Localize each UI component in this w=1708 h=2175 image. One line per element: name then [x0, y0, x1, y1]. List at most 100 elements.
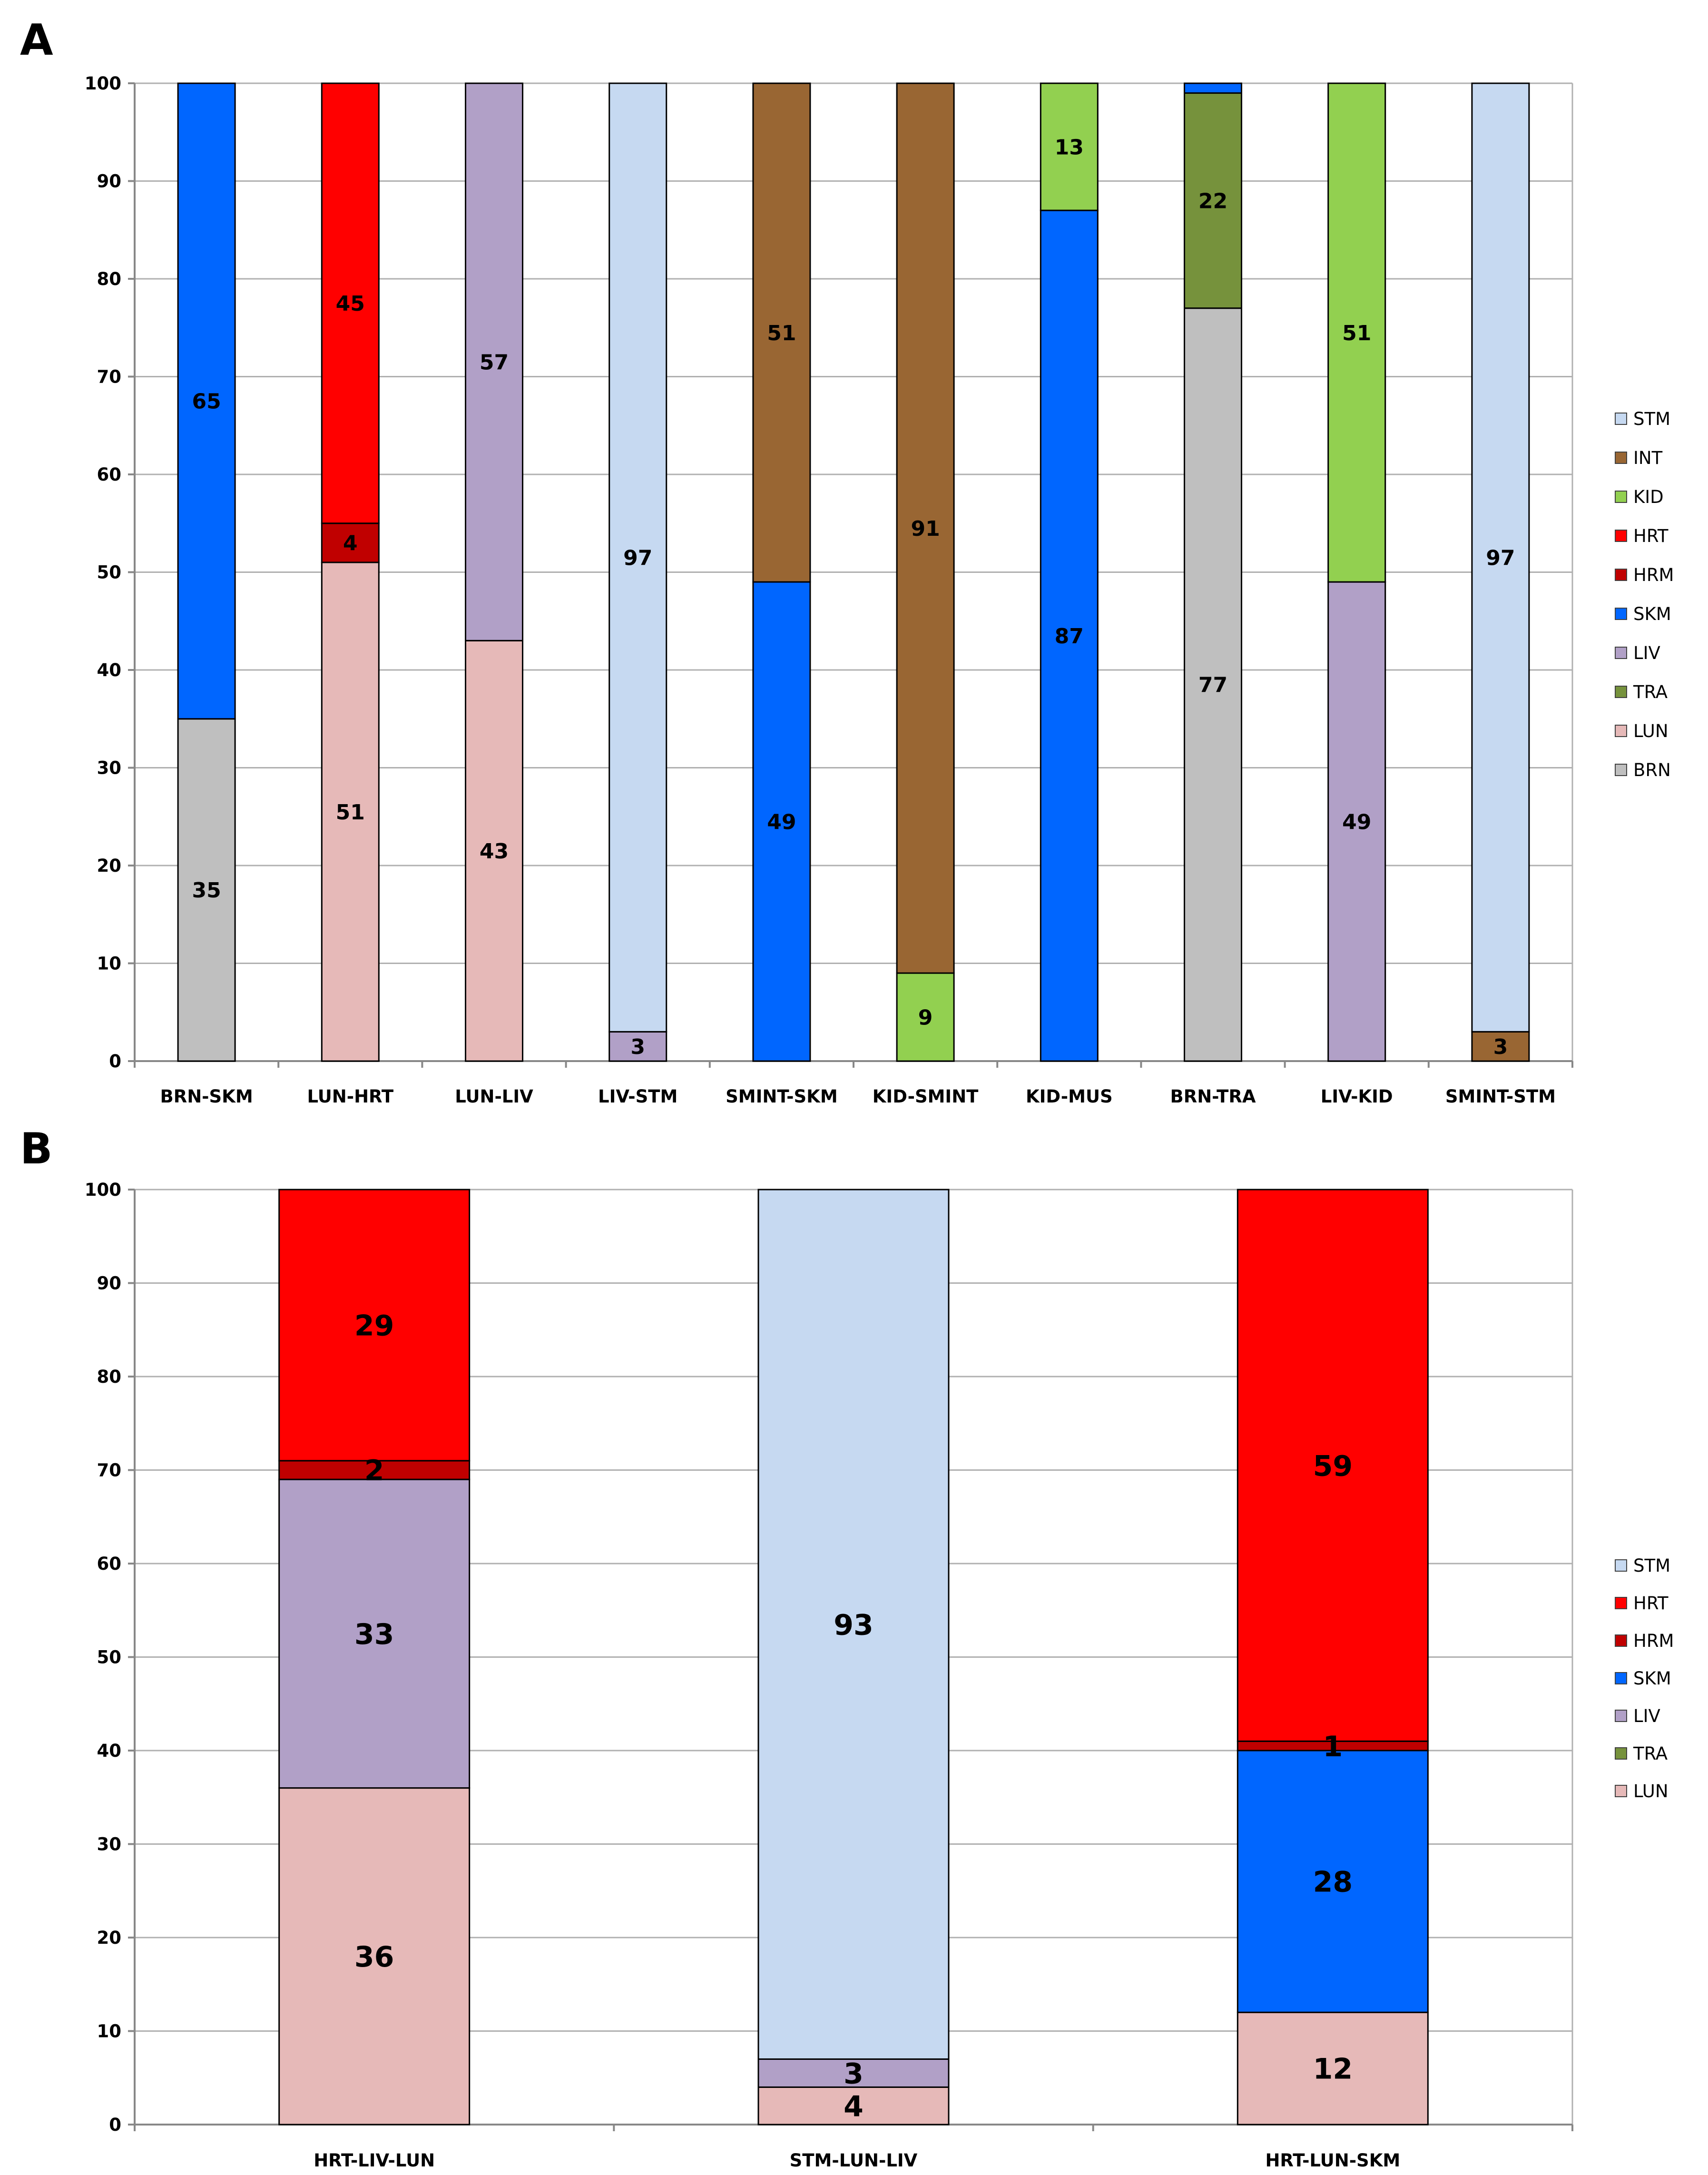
panel-b-x-tick-label-stm-lun-liv: STM-LUN-LIV [790, 2150, 918, 2171]
panel-b-bar-hrt-liv-lun-data-label-liv: 33 [354, 1618, 394, 1651]
panel-a-legend-label-brn: BRN [1633, 760, 1671, 780]
panel-a-bar-liv-kid: 49 51 [1327, 82, 1386, 1062]
panel-a-x-tick-label-smint-stm: SMINT-STM [1445, 1086, 1556, 1107]
panel-a-bar-lun-hrt-data-label-hrm: 4 [343, 531, 358, 556]
panel-a-legend-label-stm: STM [1633, 409, 1670, 429]
panel-b-y-tick-label-70: 70 [97, 1460, 122, 1481]
panel-a-x-tick-label-brn-skm: BRN-SKM [160, 1086, 253, 1107]
panel-b-legend-label-hrm: HRM [1633, 1631, 1674, 1651]
panel-a-bar-kid-smint-data-label-kid: 9 [918, 1005, 933, 1030]
panel-a-legend-label-hrt: HRT [1633, 526, 1669, 546]
panel-a-bar-smint-skm-data-label-int: 51 [767, 321, 796, 345]
panel-a-bar-brn-tra-segment-tra [1184, 92, 1242, 309]
panel-letter-a: A [20, 15, 53, 65]
panel-a-bar-smint-skm-segment-skm [752, 581, 811, 1062]
panel-a-legend-swatch-liv [1615, 647, 1627, 659]
panel-b-legend-label-tra: TRA [1633, 1743, 1668, 1764]
panel-a-bar-liv-kid-segment-kid [1327, 82, 1386, 583]
panel-a-bar-liv-kid-data-label-liv: 49 [1342, 810, 1371, 834]
panel-a-bar-brn-tra-segment-skm [1184, 82, 1242, 94]
panel-b-x-tick-label-hrt-lun-skm: HRT-LUN-SKM [1265, 2150, 1400, 2171]
panel-a-bar-lun-liv-segment-liv [465, 82, 523, 641]
panel-a-legend-swatch-brn [1615, 764, 1627, 776]
panel-a-bar-smint-stm-data-label-stm: 97 [1486, 546, 1515, 571]
panel-a-x-tick-label-smint-skm: SMINT-SKM [726, 1086, 838, 1107]
panel-a-y-tick-label-100: 100 [85, 73, 121, 94]
panel-a-bar-smint-skm-data-label-skm: 49 [767, 810, 796, 834]
panel-b-bar-hrt-lun-skm-data-label-skm: 28 [1313, 1866, 1353, 1899]
panel-b-legend-swatch-liv [1615, 1710, 1627, 1722]
panel-b-bar-stm-lun-liv-segment-stm [757, 1189, 950, 2060]
panel-a-bar-lun-hrt-data-label-lun: 51 [336, 800, 365, 825]
panel-a-bar-smint-stm-segment-stm [1471, 82, 1530, 1033]
panel-b-bar-stm-lun-liv: 43 93 [757, 1189, 950, 2126]
panel-a-x-tick-label-kid-smint: KID-SMINT [873, 1086, 979, 1107]
panel-a-y-tick-label-10: 10 [97, 954, 122, 974]
panel-a-y-tick-label-90: 90 [97, 171, 122, 192]
panel-b-y-tick-label-30: 30 [97, 1834, 122, 1855]
panel-a-y-tick-label-60: 60 [97, 464, 122, 485]
panel-b-legend-swatch-hrm [1615, 1634, 1627, 1647]
panel-a-legend-swatch-stm [1615, 413, 1627, 425]
panel-a-bar-kid-smint-segment-int [896, 82, 955, 974]
panel-b-bar-hrt-lun-skm-segment-hrt [1237, 1189, 1429, 1742]
panel-b-bar-hrt-lun-skm: 12 28 1 59 [1237, 1189, 1429, 2126]
panel-b-bar-hrt-liv-lun-data-label-hrm: 2 [364, 1454, 384, 1487]
panel-a-x-tick-label-lun-liv: LUN-LIV [455, 1086, 533, 1107]
panel-b-bar-stm-lun-liv-data-label-lun: 4 [844, 2090, 864, 2123]
panel-a-legend-label-lun: LUN [1633, 721, 1669, 741]
panel-a-legend-swatch-int [1615, 452, 1627, 464]
panel-a-bar-kid-mus-segment-skm [1040, 209, 1099, 1062]
panel-a-y-tick-label-40: 40 [97, 660, 122, 680]
panel-b-y-tick-label-40: 40 [97, 1741, 122, 1761]
panel-b-y-tick-label-60: 60 [97, 1554, 122, 1574]
panel-b-x-tick-label-hrt-liv-lun: HRT-LIV-LUN [314, 2150, 435, 2171]
panel-a-x-tick-label-lun-hrt: LUN-HRT [307, 1086, 393, 1107]
panel-b-legend-swatch-lun [1615, 1785, 1627, 1797]
panel-b-legend-swatch-skm [1615, 1672, 1627, 1684]
panel-b-legend-label-lun: LUN [1633, 1781, 1669, 1801]
panel-b-legend: STM HRT HRM SKM LIV TRA LUN [1615, 1555, 1674, 1801]
panel-a-bar-brn-skm-data-label-brn: 35 [192, 878, 221, 903]
panel-a-bar-brn-tra-data-label-tra: 22 [1198, 189, 1227, 213]
panel-a-legend-swatch-hrm [1615, 569, 1627, 581]
panel-b-y-tick-label-10: 10 [97, 2021, 122, 2042]
panel-b-bar-stm-lun-liv-data-label-stm: 93 [834, 1608, 874, 1642]
panel-b-bar-hrt-liv-lun: 36 33 2 29 [278, 1189, 471, 2126]
panel-a-y-tick-label-80: 80 [97, 269, 122, 289]
panel-a-legend-swatch-tra [1615, 686, 1627, 698]
panel-a-bar-lun-hrt: 51 4 45 [321, 82, 380, 1062]
panel-b-bar-hrt-lun-skm-data-label-lun: 12 [1313, 2053, 1353, 2086]
panel-a-bar-smint-stm-data-label-int: 3 [1493, 1035, 1508, 1059]
panel-a-legend-label-hrm: HRM [1633, 565, 1674, 585]
panel-b-legend-label-skm: SKM [1633, 1668, 1671, 1689]
panel-a-y-tick-label-30: 30 [97, 758, 122, 778]
panel-a-x-tick-label-kid-mus: KID-MUS [1026, 1086, 1113, 1107]
panel-b-bar-hrt-lun-skm-segment-lun [1237, 2011, 1429, 2126]
panel-a-bar-lun-liv-segment-lun [465, 640, 523, 1062]
panel-a-bar-liv-kid-segment-liv [1327, 581, 1386, 1062]
chart-panel-b: 0 10 20 30 40 50 60 70 80 90 100 36 33 2 29 HRT-LIV-LUN… [85, 1180, 1674, 2171]
panel-a-bar-lun-liv: 43 57 [465, 82, 523, 1062]
panel-a-bar-kid-smint: 9 91 [896, 82, 955, 1062]
panel-a-x-tick-label-brn-tra: BRN-TRA [1170, 1086, 1256, 1107]
panel-b-legend-swatch-stm [1615, 1559, 1627, 1572]
panel-a-bar-liv-stm-data-label-stm: 97 [623, 546, 652, 571]
panel-a-y-tick-label-0: 0 [109, 1051, 121, 1072]
panel-a-bar-lun-hrt-segment-lun [321, 561, 380, 1062]
panel-a-legend-label-int: INT [1633, 448, 1663, 468]
panel-b-bar-hrt-lun-skm-data-label-hrm: 1 [1323, 1730, 1343, 1763]
panel-a-bar-kid-mus-data-label-kid: 13 [1055, 135, 1084, 159]
panel-a-bar-liv-stm-segment-liv [609, 1031, 667, 1062]
panel-a-bar-kid-smint-data-label-int: 91 [911, 517, 940, 541]
panel-a-bar-brn-skm: 35 65 [177, 82, 236, 1062]
panel-a-y-tick-label-70: 70 [97, 367, 122, 387]
panel-a-legend-swatch-lun [1615, 725, 1627, 737]
panel-a-y-tick-label-20: 20 [97, 856, 122, 876]
panel-b-bar-hrt-liv-lun-segment-lun [278, 1787, 471, 2126]
panel-a-x-tick-label-liv-kid: LIV-KID [1321, 1086, 1393, 1107]
panel-b-y-tick-label-80: 80 [97, 1367, 122, 1387]
panel-a-x-tick-label-liv-stm: LIV-STM [598, 1086, 677, 1107]
panel-a-bar-lun-hrt-segment-hrm [321, 522, 380, 563]
